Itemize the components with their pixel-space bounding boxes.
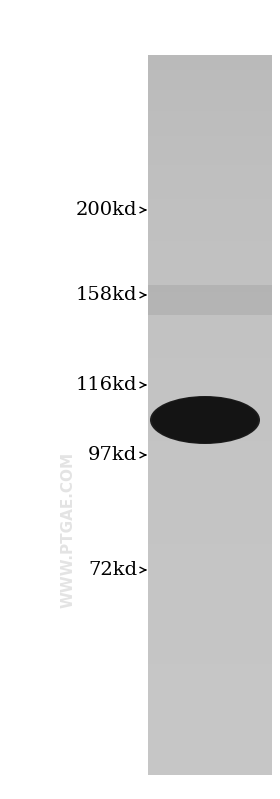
Text: 72kd: 72kd [88, 561, 137, 579]
Ellipse shape [199, 418, 211, 423]
Ellipse shape [188, 413, 221, 427]
Text: 116kd: 116kd [76, 376, 137, 394]
Ellipse shape [201, 419, 209, 422]
Ellipse shape [167, 403, 244, 437]
Ellipse shape [170, 405, 240, 435]
Ellipse shape [174, 407, 236, 434]
Ellipse shape [165, 403, 245, 438]
Ellipse shape [176, 407, 234, 433]
Ellipse shape [192, 415, 218, 426]
Ellipse shape [157, 400, 253, 441]
Ellipse shape [168, 404, 242, 436]
Ellipse shape [183, 411, 227, 430]
Ellipse shape [179, 409, 231, 431]
Text: WWW.PTGAE.COM: WWW.PTGAE.COM [60, 452, 76, 608]
Ellipse shape [185, 411, 225, 429]
Ellipse shape [152, 397, 258, 443]
Ellipse shape [150, 396, 260, 444]
Text: 200kd: 200kd [76, 201, 137, 219]
Ellipse shape [178, 408, 232, 432]
Ellipse shape [159, 400, 251, 440]
Ellipse shape [154, 398, 256, 443]
Ellipse shape [190, 414, 220, 427]
Ellipse shape [155, 399, 255, 442]
Ellipse shape [181, 410, 229, 431]
Text: 158kd: 158kd [76, 286, 137, 304]
Ellipse shape [161, 401, 249, 439]
Text: 97kd: 97kd [88, 446, 137, 464]
Ellipse shape [196, 416, 214, 424]
Ellipse shape [172, 406, 238, 435]
Ellipse shape [194, 415, 216, 425]
Ellipse shape [163, 402, 247, 439]
Ellipse shape [187, 412, 223, 428]
Ellipse shape [198, 417, 212, 423]
